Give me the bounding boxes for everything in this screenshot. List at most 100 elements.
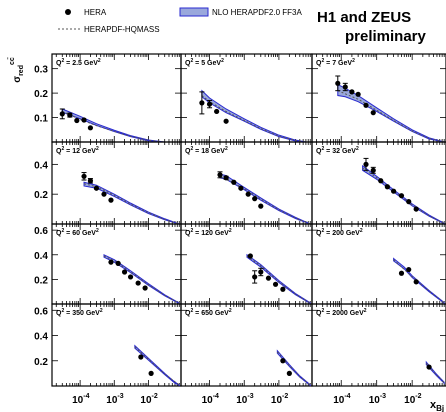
nlo-band [201,89,306,143]
data-point [59,111,65,117]
panel-q2-60: 0.2 0.4 0.6 Q2 = 60 GeV2 [34,223,182,305]
data-point [214,108,220,115]
data-point [87,125,94,131]
title-line-2: preliminary [345,28,427,45]
data-point [223,118,229,124]
panel-q2-200: Q2 = 200 GeV2 [311,223,446,305]
data-point [335,80,341,86]
data-point [108,259,114,265]
data-point [199,100,205,106]
data-point [258,269,264,275]
legend-hera-label: HERA [84,8,107,17]
nlo-band [61,108,165,143]
x-tick-label: 10-4 [202,393,219,406]
data-point [363,161,369,167]
q2-label: Q2 = 2000 GeV2 [316,308,367,317]
data-point [252,196,258,202]
y-tick-label: 0.1 [34,114,48,125]
y-axis-title-text: σredcc̄ [7,56,25,82]
panel-q2-2.5: 0.1 0.2 0.3 Q2 = 2.5 GeV2 [34,53,182,143]
data-point [426,364,432,370]
x-tick-label: 10-2 [140,393,157,406]
q2-label: Q2 = 60 GeV2 [56,228,99,237]
x-tick-label: 10-3 [236,393,253,406]
panel-q2-18: Q2 = 18 GeV2 [180,141,313,225]
y-tick-label: 0.6 [34,306,48,317]
panel-q2-650: Q2 = 650 GeV2 10-4 10-3 10-2 [180,303,313,406]
data-point [138,354,144,360]
panel-frame [180,53,313,143]
herapdf-hqmass-curve [362,167,445,224]
legend-band-label: NLO HERAPDF2.0 FF3A [212,8,302,17]
data-point [74,117,80,124]
data-point [258,203,264,209]
herapdf-hqmass-curve [246,255,311,304]
data-point [238,185,244,191]
q2-label: Q2 = 7 GeV2 [316,58,355,67]
x-tick-label: 10-2 [404,393,421,406]
data-point [280,286,286,292]
data-point [370,110,376,116]
data-point [406,199,412,205]
panel-q2-7: Q2 = 7 GeV2 [311,53,446,143]
y-tick-label: 0.6 [34,226,48,237]
q2-label: Q2 = 2.5 GeV2 [56,58,101,67]
nlo-band [134,344,180,387]
data-point [378,178,384,184]
data-point [101,191,107,197]
data-point [121,269,128,275]
data-point [286,370,292,376]
q2-label: Q2 = 12 GeV2 [56,146,99,155]
data-point [252,274,258,280]
x-axis-title: xBj [430,399,444,412]
data-point [231,179,237,185]
data-point [413,279,419,285]
y-tick-label: 0.2 [34,275,48,286]
data-point [87,178,94,184]
q2-label: Q2 = 32 GeV2 [316,146,359,155]
y-tick-label: 0.4 [34,251,48,262]
data-point [391,188,397,194]
y-axis-title: σredcc̄ [7,56,25,82]
x-tick-label: 10-2 [271,393,288,406]
q2-label: Q2 = 650 GeV2 [185,308,232,317]
data-point [142,285,148,291]
panel-q2-350: 0.2 0.4 0.6 Q2 = 350 GeV2 10-4 10-3 10-2 [34,303,182,406]
data-point [115,260,121,266]
data-point [355,91,361,97]
data-point [206,101,213,107]
data-point [67,112,73,118]
y-tick-label: 0.2 [34,89,48,100]
x-tick-label: 10-3 [369,393,386,406]
data-point [217,172,223,178]
data-point [413,206,419,212]
legend-dashed-label: HERAPDF-HQMASS [84,25,160,34]
panel-q2-5: Q2 = 5 GeV2 [180,53,313,143]
data-point [245,191,251,197]
panel-q2-120: Q2 = 120 GeV2 [180,223,313,305]
data-point [342,84,348,90]
panel-frame [51,53,182,143]
data-point [370,167,376,173]
y-tick-label: 0.4 [34,332,48,343]
data-point [81,117,87,123]
data-point [406,266,412,273]
legend-hera-marker [65,9,71,15]
herapdf-hqmass-curve [393,259,445,304]
q2-label: Q2 = 120 GeV2 [185,228,232,237]
herapdf-hqmass-curve [219,175,311,225]
title-line-1: H1 and ZEUS [317,9,411,26]
herapdf-hqmass-curve [134,346,180,386]
herapdf-hqmass-curve [201,95,306,143]
data-point [280,358,286,364]
nlo-band [276,349,311,387]
panel-grid: 0.1 0.2 0.3 Q2 = 2.5 GeV2 Q2 = 5 GeV2 Q2 = 7 … [34,53,446,406]
panel-q2-12: 0.2 0.4 Q2 = 12 GeV2 [34,141,182,225]
data-point [363,102,369,108]
q2-label: Q2 = 18 GeV2 [185,146,228,155]
data-point [272,281,279,287]
data-point [127,274,134,280]
data-point [247,253,253,259]
legend-band-swatch [179,7,209,17]
